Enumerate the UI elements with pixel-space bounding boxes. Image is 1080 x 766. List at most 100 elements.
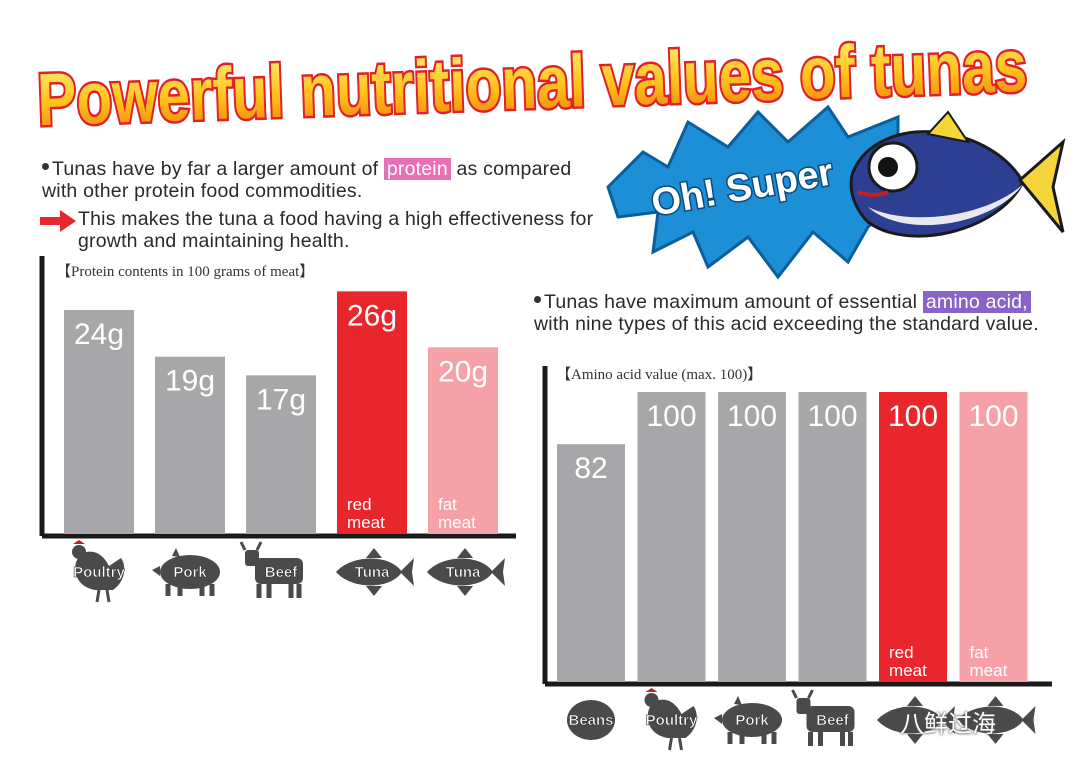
pig-body (160, 555, 220, 589)
cow-head (796, 698, 811, 714)
bar-note-label: meat (889, 661, 927, 680)
bar-value-label: 100 (968, 400, 1018, 433)
bar (557, 444, 625, 682)
fish-icon (957, 696, 1036, 744)
intro-line-1: Tunas have by far a larger amount of pro… (42, 158, 602, 202)
pig-ear (734, 696, 742, 705)
bar (959, 392, 1028, 682)
cow-horns (791, 689, 814, 699)
bar-value-label: 100 (888, 400, 938, 433)
bar (337, 291, 407, 534)
bar-value-label: 17g (256, 383, 306, 416)
chicken-comb (73, 540, 85, 544)
fish-fins (457, 548, 473, 596)
bar (246, 375, 316, 534)
icon-label: Poultry (73, 564, 125, 581)
chicken-legs (668, 737, 683, 751)
bar-value-label: 100 (727, 400, 777, 433)
amino-description: Tunas have maximum amount of essential a… (534, 291, 1054, 335)
chicken-body (647, 699, 697, 738)
icon-label: Beans (568, 712, 613, 729)
bar (637, 392, 706, 682)
bar-value-label: 82 (574, 452, 607, 485)
protein-chart-title: 【Protein contents in 100 grams of meat】 (56, 264, 315, 280)
watermark: 八鲜过海 (900, 704, 996, 739)
bar (718, 392, 786, 682)
bar-note-label: red (347, 495, 372, 514)
bar-chart: 24gPoultry19gPork17gBeef26gredmeatTuna20… (39, 256, 516, 603)
bar (879, 392, 947, 682)
bar-note-label: red (889, 643, 914, 662)
fish-body (336, 558, 402, 586)
fish-body (427, 558, 493, 586)
icon-label: Beef (816, 712, 850, 729)
icon-label: Pork (173, 564, 207, 581)
amino-chart-title: 【Amino acid value (max. 100)】 (556, 367, 763, 383)
fish-icon: Tuna (336, 548, 414, 596)
icon-label: Poultry (646, 712, 698, 729)
pig-snout (714, 714, 722, 724)
bar-value-label: 26g (347, 299, 397, 332)
cow-horns (239, 541, 263, 551)
bullet-dot (42, 163, 49, 171)
cow-body (255, 558, 303, 584)
bar-note-label: meat (970, 661, 1008, 680)
bar-value-label: 24g (74, 318, 124, 351)
chicken-icon: Poultry (72, 540, 126, 603)
amino-text-rest: with nine types of this acid exceeding t… (534, 313, 1039, 335)
chicken-head (644, 693, 659, 707)
bar-note-label: fat (438, 495, 457, 514)
bar (64, 310, 134, 534)
fish-fins (366, 548, 382, 596)
fish-body (957, 706, 1024, 734)
cow-body (806, 706, 855, 732)
bar (155, 356, 225, 534)
bean-shape (567, 700, 615, 740)
right-arrow-icon (40, 210, 76, 232)
bar-value-label: 20g (438, 355, 488, 388)
page-title: Powerful nutritional values of tunas (22, 20, 1042, 143)
fish-icon (877, 696, 955, 744)
bullet-dot (534, 296, 541, 304)
bar-value-label: 19g (165, 365, 215, 398)
pig-legs (165, 584, 215, 596)
fish-tail (941, 706, 955, 734)
chicken-legs (95, 589, 111, 603)
fish-fins (987, 696, 1004, 744)
chicken-comb (645, 688, 658, 692)
pig-snout (152, 566, 160, 576)
bar-note-label: meat (438, 513, 476, 532)
cow-head (245, 550, 259, 566)
cow-icon: Beef (239, 541, 303, 598)
pig-icon: Pork (152, 548, 220, 596)
cow-legs (256, 584, 302, 598)
fish-tail (1021, 706, 1036, 734)
fish-body (877, 706, 943, 734)
icon-label: Pork (735, 712, 769, 729)
fish-tail (400, 558, 414, 586)
bar-chart: 82Beans100Poultry100Pork100Beef100redmea… (542, 366, 1052, 751)
icon-label: Tuna (355, 564, 390, 581)
pig-legs (727, 732, 777, 744)
intro-line-1-text: Tunas have by far a larger amount of (52, 158, 384, 180)
icon-label: Beef (265, 564, 299, 581)
cow-legs (808, 732, 853, 746)
tuna-mascot-icon (849, 110, 1066, 238)
intro-line-1-rest: as compared with other protein food comm… (42, 158, 572, 202)
bar-note-label: meat (347, 513, 385, 532)
icon-label: Tuna (446, 564, 481, 581)
chicken-body (75, 551, 125, 590)
cow-icon: Beef (791, 689, 855, 746)
bean-icon: Beans (567, 700, 615, 740)
chicken-head (72, 545, 86, 559)
chicken-icon: Poultry (644, 688, 698, 751)
watermark-text: 八鲜过海 (900, 711, 996, 738)
intro-line-2: This makes the tuna a food having a high… (78, 208, 594, 252)
amino-acid-highlight: amino acid, (922, 291, 1031, 313)
bar-value-label: 100 (646, 400, 696, 433)
amino-text-start: Tunas have maximum amount of essential (544, 291, 923, 313)
bar (428, 347, 498, 534)
oh-super-burst: Oh! Super (598, 92, 1068, 292)
pig-body (722, 703, 782, 737)
